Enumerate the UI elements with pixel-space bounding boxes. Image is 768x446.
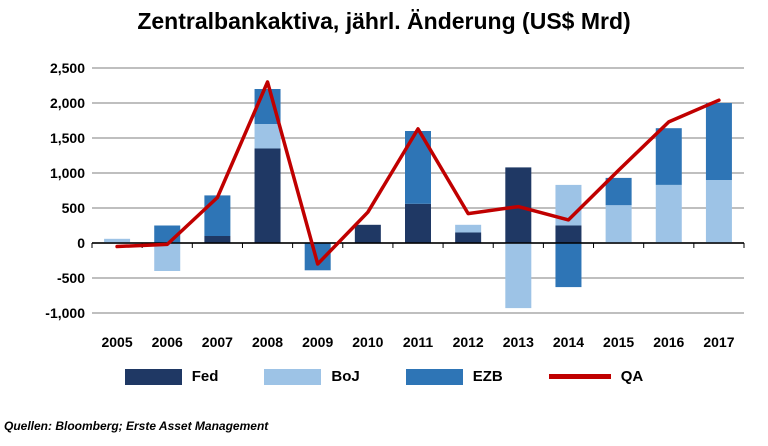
x-tick-label-2012: 2012: [453, 334, 484, 350]
bar-segment-fed-2012: [455, 232, 482, 243]
source-footnote: Quellen: Bloomberg; Erste Asset Manageme…: [4, 419, 269, 433]
y-tick-label: 1,500: [50, 130, 85, 146]
x-tick-label-2017: 2017: [703, 334, 734, 350]
bar-segment-ezb-2014: [555, 243, 582, 288]
legend-item-fed: Fed: [124, 368, 219, 385]
x-tick-label-2011: 2011: [403, 334, 434, 350]
legend-label-boj: BoJ: [331, 368, 360, 385]
legend-label-qa: QA: [620, 368, 644, 385]
x-tick-label-2006: 2006: [152, 334, 183, 350]
bar-segment-ezb-2007: [204, 195, 231, 236]
legend-item-boj: BoJ: [264, 368, 360, 385]
bar-segment-boj-2015: [605, 205, 632, 243]
x-tick-label-2014: 2014: [553, 334, 584, 350]
bar-segment-ezb-2015: [605, 177, 632, 206]
x-tick-label-2009: 2009: [302, 334, 333, 350]
y-tick-label: 0: [77, 235, 85, 251]
bar-segment-boj-2013: [505, 243, 532, 309]
bar-segment-fed-2007: [204, 236, 231, 243]
legend-label-fed: Fed: [191, 368, 219, 385]
x-tick-label-2015: 2015: [603, 334, 634, 350]
x-tick-label-2013: 2013: [503, 334, 534, 350]
y-tick-label: -1,000: [45, 305, 85, 321]
legend: Fed BoJ EZB QA: [0, 368, 768, 385]
chart-title: Zentralbankaktiva, jährl. Änderung (US$ …: [137, 8, 631, 34]
x-tick-label-2016: 2016: [653, 334, 684, 350]
fed-swatch: [124, 368, 182, 385]
y-tick-label: 2,000: [50, 95, 85, 111]
x-tick-label-2010: 2010: [352, 334, 383, 350]
legend-item-qa-line: QA: [548, 368, 644, 385]
bar-segment-boj-2006: [154, 243, 181, 271]
y-tick-label: 1,000: [50, 165, 85, 181]
boj-swatch: [264, 368, 322, 385]
y-tick-label: 2,500: [50, 60, 85, 76]
x-tick-label-2005: 2005: [101, 334, 132, 350]
y-tick-label: 500: [62, 200, 86, 216]
legend-label-ezb: EZB: [472, 368, 503, 385]
bar-segment-ezb-2016: [655, 128, 682, 185]
bar-segment-boj-2005: [104, 238, 131, 243]
bar-segment-fed-2014: [555, 225, 582, 243]
bar-segment-boj-2008: [254, 124, 281, 149]
bar-segment-fed-2011: [405, 203, 431, 243]
bar-segment-boj-2016: [655, 184, 682, 243]
qa-line-series: [115, 80, 721, 266]
y-tick-label: -500: [57, 270, 85, 286]
legend-item-ezb: EZB: [405, 368, 503, 385]
bar-segment-boj-2012: [455, 224, 482, 233]
qa-line-swatch: [548, 374, 611, 379]
x-tick-label-2007: 2007: [202, 334, 233, 350]
bar-segment-boj-2017: [705, 180, 732, 243]
bar-segment-fed-2010: [354, 224, 381, 243]
bar-segment-ezb-2017: [705, 103, 732, 180]
ezb-swatch: [405, 368, 463, 385]
x-tick-label-2008: 2008: [252, 334, 283, 350]
bar-segment-fed-2008: [254, 148, 281, 243]
